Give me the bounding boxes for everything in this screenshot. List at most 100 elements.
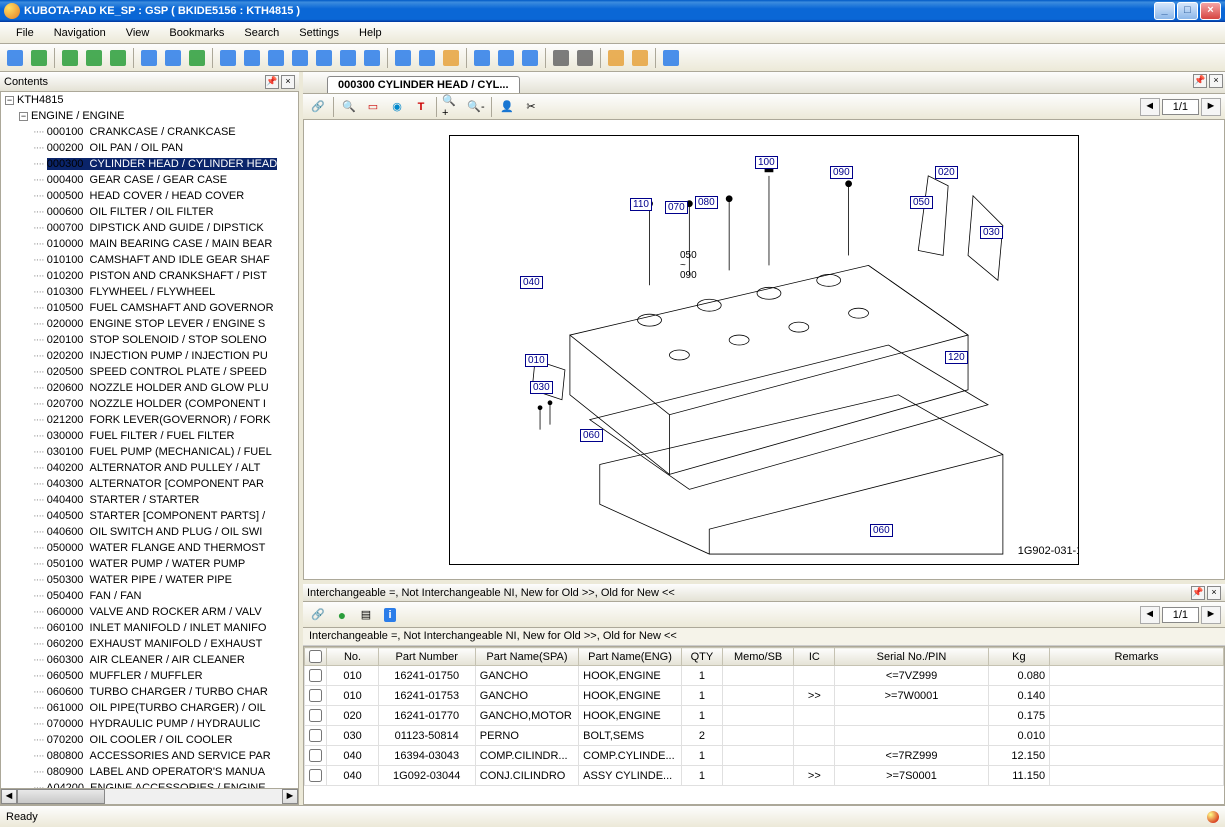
row-checkbox[interactable]	[309, 769, 322, 782]
forward-page-icon[interactable]	[83, 47, 105, 69]
tree-item-030000[interactable]: ···· 030000 FUEL FILTER / FUEL FILTER	[1, 428, 298, 444]
callout-060_b[interactable]: 060	[870, 524, 893, 537]
row-checkbox[interactable]	[309, 689, 322, 702]
list-icon[interactable]	[289, 47, 311, 69]
tree-item-000300[interactable]: ···· 000300 CYLINDER HEAD / CYLINDER HEA…	[1, 156, 298, 172]
tree-item-050000[interactable]: ···· 050000 WATER FLANGE AND THERMOST	[1, 540, 298, 556]
tree-item-080900[interactable]: ···· 080900 LABEL AND OPERATOR'S MANUA	[1, 764, 298, 780]
tree-item-000400[interactable]: ···· 000400 GEAR CASE / GEAR CASE	[1, 172, 298, 188]
tree-item-A04200[interactable]: ···· A04200 ENGINE ACCESSORIES / ENGINE	[1, 780, 298, 789]
close-panel-icon[interactable]: ×	[281, 75, 295, 89]
zoom-out-icon[interactable]: 🔍-	[465, 96, 487, 118]
prev-parts-page-button[interactable]: ◄	[1140, 606, 1160, 624]
layout-icon[interactable]	[361, 47, 383, 69]
tree-item-020700[interactable]: ···· 020700 NOZZLE HOLDER (COMPONENT I	[1, 396, 298, 412]
print-icon[interactable]	[550, 47, 572, 69]
menu-search[interactable]: Search	[234, 24, 289, 42]
parts-grid[interactable]: No.Part NumberPart Name(SPA)Part Name(EN…	[303, 646, 1225, 805]
tree-item-010300[interactable]: ···· 010300 FLYWHEEL / FLYWHEEL	[1, 284, 298, 300]
tree-item-000700[interactable]: ···· 000700 DIPSTICK AND GUIDE / DIPSTIC…	[1, 220, 298, 236]
callout-090[interactable]: 090	[830, 166, 853, 179]
tree-item-000200[interactable]: ···· 000200 OIL PAN / OIL PAN	[1, 140, 298, 156]
callout-030_b[interactable]: 030	[530, 381, 553, 394]
tree-item-040200[interactable]: ···· 040200 ALTERNATOR AND PULLEY / ALT	[1, 460, 298, 476]
menu-settings[interactable]: Settings	[289, 24, 349, 42]
undo-icon[interactable]	[107, 47, 129, 69]
horizontal-scrollbar[interactable]: ◄►	[0, 789, 299, 805]
menu-navigation[interactable]: Navigation	[44, 24, 116, 42]
reload-icon[interactable]	[186, 47, 208, 69]
tree-item-010000[interactable]: ···· 010000 MAIN BEARING CASE / MAIN BEA…	[1, 236, 298, 252]
row-checkbox[interactable]	[309, 709, 322, 722]
tree-item-050100[interactable]: ···· 050100 WATER PUMP / WATER PUMP	[1, 556, 298, 572]
menu-file[interactable]: File	[6, 24, 44, 42]
tree-item-010100[interactable]: ···· 010100 CAMSHAFT AND IDLE GEAR SHAF	[1, 252, 298, 268]
select-all-checkbox[interactable]	[309, 650, 322, 663]
tree-item-020000[interactable]: ···· 020000 ENGINE STOP LEVER / ENGINE S	[1, 316, 298, 332]
table-row[interactable]: 03001123-50814PERNOBOLT,SEMS20.010	[305, 726, 1224, 746]
about-icon[interactable]	[660, 47, 682, 69]
diagram-viewer[interactable]: 1G902-031-12 050 ~ 090 01002003003004005…	[303, 120, 1225, 580]
pin-diagram-icon[interactable]: 📌	[1193, 74, 1207, 88]
tree-item-020100[interactable]: ···· 020100 STOP SOLENOID / STOP SOLENO	[1, 332, 298, 348]
tab-active[interactable]: 000300 CYLINDER HEAD / CYL...	[327, 76, 520, 93]
prev-page-button[interactable]: ◄	[1140, 98, 1160, 116]
callout-100[interactable]: 100	[755, 156, 778, 169]
tree-item-000500[interactable]: ···· 000500 HEAD COVER / HEAD COVER	[1, 188, 298, 204]
zoom-in-icon[interactable]: 🔍+	[441, 96, 463, 118]
globe-icon[interactable]	[4, 47, 26, 69]
find-icon[interactable]	[519, 47, 541, 69]
tree-item-070000[interactable]: ···· 070000 HYDRAULIC PUMP / HYDRAULIC	[1, 716, 298, 732]
camera-icon[interactable]: ◉	[386, 96, 408, 118]
tree-item-030100[interactable]: ···· 030100 FUEL PUMP (MECHANICAL) / FUE…	[1, 444, 298, 460]
tree-item-040500[interactable]: ···· 040500 STARTER [COMPONENT PARTS] /	[1, 508, 298, 524]
tree-item-080800[interactable]: ···· 080800 ACCESSORIES AND SERVICE PAR	[1, 748, 298, 764]
tree-icon[interactable]	[313, 47, 335, 69]
tree-item-021200[interactable]: ···· 021200 FORK LEVER(GOVERNOR) / FORK	[1, 412, 298, 428]
tree-item-060100[interactable]: ···· 060100 INLET MANIFOLD / INLET MANIF…	[1, 620, 298, 636]
window-icon[interactable]	[217, 47, 239, 69]
callout-110[interactable]: 110	[630, 198, 652, 211]
table-row[interactable]: 0401G092-03044CONJ.CILINDROASSY CYLINDE.…	[305, 766, 1224, 786]
col-header[interactable]: No.	[327, 648, 378, 666]
col-header[interactable]	[305, 648, 327, 666]
list-parts-icon[interactable]: ▤	[355, 604, 377, 626]
tree[interactable]: −KTH4815−ENGINE / ENGINE···· 000100 CRAN…	[0, 92, 299, 789]
tree-item-020200[interactable]: ···· 020200 INJECTION PUMP / INJECTION P…	[1, 348, 298, 364]
forward-icon[interactable]	[162, 47, 184, 69]
person-icon[interactable]: 👤	[496, 96, 518, 118]
link-parts-icon[interactable]: 🔗	[307, 604, 329, 626]
row-checkbox[interactable]	[309, 729, 322, 742]
tree-item-040300[interactable]: ···· 040300 ALTERNATOR [COMPONENT PAR	[1, 476, 298, 492]
tree-root[interactable]: −KTH4815	[1, 92, 298, 108]
check-icon[interactable]: ●	[331, 604, 353, 626]
zoom-region-icon[interactable]: ▭	[362, 96, 384, 118]
cut-icon[interactable]: ✂	[520, 96, 542, 118]
col-header[interactable]: Serial No./PIN	[835, 648, 988, 666]
tree-item-050400[interactable]: ···· 050400 FAN / FAN	[1, 588, 298, 604]
col-header[interactable]: Kg	[988, 648, 1049, 666]
back-icon[interactable]	[138, 47, 160, 69]
print-preview-icon[interactable]	[574, 47, 596, 69]
callout-040[interactable]: 040	[520, 276, 543, 289]
tree-item-000100[interactable]: ···· 000100 CRANKCASE / CRANKCASE	[1, 124, 298, 140]
tree-item-040600[interactable]: ···· 040600 OIL SWITCH AND PLUG / OIL SW…	[1, 524, 298, 540]
document-icon[interactable]	[265, 47, 287, 69]
tree-item-010200[interactable]: ···· 010200 PISTON AND CRANKSHAFT / PIST	[1, 268, 298, 284]
zoom-tool-icon[interactable]: 🔍	[338, 96, 360, 118]
table-row[interactable]: 01016241-01750GANCHOHOOK,ENGINE1<=7VZ999…	[305, 666, 1224, 686]
table-row[interactable]: 01016241-01753GANCHOHOOK,ENGINE1>>>=7W00…	[305, 686, 1224, 706]
table-row[interactable]: 04016394-03043COMP.CILINDR...COMP.CYLIND…	[305, 746, 1224, 766]
col-header[interactable]: Part Name(ENG)	[579, 648, 682, 666]
info-icon[interactable]: i	[379, 604, 401, 626]
bookmark-icon[interactable]	[416, 47, 438, 69]
tree-item-010500[interactable]: ···· 010500 FUEL CAMSHAFT AND GOVERNOR	[1, 300, 298, 316]
table-row[interactable]: 02016241-01770GANCHO,MOTORHOOK,ENGINE10.…	[305, 706, 1224, 726]
next-parts-page-button[interactable]: ►	[1201, 606, 1221, 624]
link-icon[interactable]: 🔗	[307, 96, 329, 118]
col-header[interactable]: Part Name(SPA)	[475, 648, 578, 666]
callout-030[interactable]: 030	[980, 226, 1003, 239]
callout-060[interactable]: 060	[580, 429, 603, 442]
callout-070[interactable]: 070	[665, 201, 688, 214]
tree-item-020600[interactable]: ···· 020600 NOZZLE HOLDER AND GLOW PLU	[1, 380, 298, 396]
